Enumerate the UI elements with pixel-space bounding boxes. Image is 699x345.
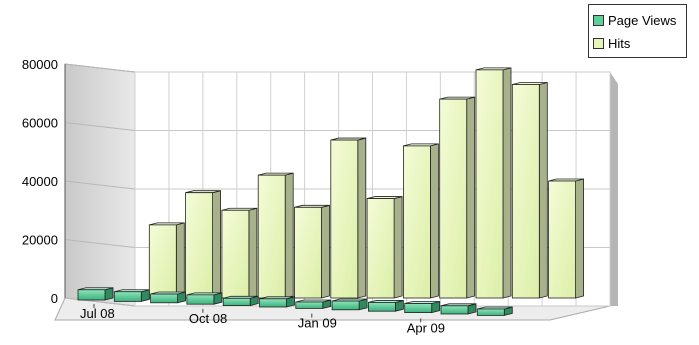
bar-hits bbox=[185, 190, 222, 299]
bar-hits bbox=[148, 222, 185, 299]
bar-hits bbox=[548, 178, 584, 299]
right-edge bbox=[610, 72, 618, 306]
x-tick-label: Jan 09 bbox=[298, 316, 337, 331]
bar-hits bbox=[402, 143, 439, 299]
grid-line-left bbox=[64, 122, 136, 131]
x-tick-label: Apr 09 bbox=[407, 320, 445, 335]
grid-line-left bbox=[64, 180, 136, 190]
bar-page-views bbox=[222, 295, 259, 307]
bar-page-views bbox=[440, 303, 477, 315]
bar-hits bbox=[257, 172, 294, 299]
y-tick-label: 80000 bbox=[22, 57, 58, 72]
bar-page-views bbox=[331, 298, 368, 311]
x-tick-label: Oct 08 bbox=[189, 311, 227, 326]
grid-line-left bbox=[64, 239, 136, 248]
legend-item-page-views: Page Views bbox=[593, 11, 676, 29]
legend-swatch-hits bbox=[593, 37, 604, 49]
bar-page-views bbox=[367, 299, 404, 312]
grid-line-left bbox=[64, 63, 136, 73]
bar-hits bbox=[221, 207, 258, 299]
bar-page-views bbox=[295, 299, 332, 309]
legend-swatch-page-views bbox=[593, 14, 604, 26]
bar-hits bbox=[475, 67, 512, 299]
grid-line-left bbox=[64, 297, 136, 307]
bar-page-views bbox=[150, 291, 187, 304]
bar-page-views bbox=[113, 289, 150, 302]
y-tick-label: 20000 bbox=[22, 233, 58, 248]
bar-hits bbox=[439, 96, 476, 299]
y-tick-label: 0 bbox=[51, 291, 58, 306]
x-tick-label: Jul 08 bbox=[80, 306, 115, 321]
y-tick-label: 40000 bbox=[22, 174, 58, 189]
bar-page-views bbox=[77, 287, 114, 301]
legend-item-hits: Hits bbox=[593, 34, 630, 52]
y-tick-label: 60000 bbox=[22, 116, 58, 131]
bar-page-views bbox=[259, 296, 295, 308]
bar-hits bbox=[366, 196, 403, 299]
legend-label-page-views: Page Views bbox=[608, 12, 677, 28]
bar-page-views bbox=[476, 306, 513, 316]
bar-page-views bbox=[404, 301, 441, 314]
bar-page-views bbox=[186, 292, 223, 305]
bar-hits bbox=[294, 204, 330, 299]
legend: Page Views Hits bbox=[588, 4, 687, 58]
legend-label-hits: Hits bbox=[608, 35, 631, 51]
bar-hits bbox=[330, 137, 367, 299]
bar-hits bbox=[511, 81, 548, 299]
